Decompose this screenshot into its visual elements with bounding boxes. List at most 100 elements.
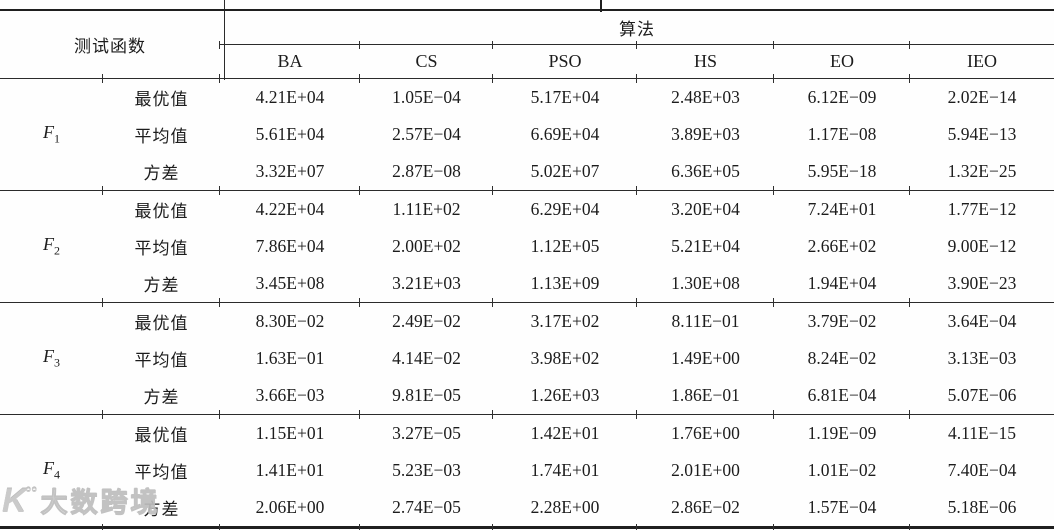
stat-label: 最优值 — [102, 186, 220, 228]
value-cell: 5.94E−13 — [947, 124, 1017, 144]
table-body: F1 最优值 4.21E+04 1.05E−04 5.17E+04 2.48E+03 6.1… — [0, 74, 1054, 530]
table-row: 平均值 7.86E+04 2.00E+02 1.12E+05 5.21E+04 2.66E… — [0, 228, 1054, 265]
stat-label: 方差 — [143, 388, 180, 407]
value-cell: 1.30E+08 — [671, 273, 740, 293]
value-cell: 2.48E+03 — [636, 74, 774, 116]
table-row: F1 最优值 4.21E+04 1.05E−04 5.17E+04 2.48E+03 6.1… — [0, 74, 1054, 191]
value-cell: 6.29E+04 — [492, 186, 637, 228]
table-row: F4 最优值 1.15E+01 3.27E−05 1.42E+01 1.76E+00 1.1… — [0, 410, 1054, 528]
table-row: F2 最优值 4.22E+04 1.11E+02 6.29E+04 3.20E+04 7.2… — [0, 186, 1054, 303]
value-cell: 1.15E+01 — [219, 410, 360, 452]
value-cell: 5.21E+04 — [671, 236, 740, 256]
value-cell: 1.41E+01 — [255, 460, 325, 480]
value-cell: 5.17E+04 — [492, 74, 637, 116]
stat-label: 最优值 — [102, 298, 220, 340]
value-cell: 1.94E+04 — [807, 273, 877, 293]
value-cell: 1.74E+01 — [530, 460, 600, 480]
value-cell: 5.61E+04 — [255, 124, 325, 144]
stat-label: 方差 — [143, 276, 180, 295]
value-cell: 3.17E+02 — [492, 298, 637, 340]
value-cell: 8.24E−02 — [807, 348, 877, 368]
value-cell: 2.74E−05 — [359, 489, 493, 530]
watermark: K°° 大数跨境 — [2, 481, 161, 520]
value-cell: 9.00E−12 — [947, 236, 1017, 256]
value-cell: 1.26E+03 — [530, 385, 600, 405]
value-cell: 3.27E−05 — [359, 410, 493, 452]
stat-label: 方差 — [143, 164, 180, 183]
stat-label: 最优值 — [102, 74, 220, 116]
value-cell: 2.28E+00 — [492, 489, 637, 530]
watermark-logo-icon: K°° — [2, 481, 37, 520]
value-cell: 2.00E+02 — [392, 236, 461, 256]
value-cell: 3.79E−02 — [773, 298, 910, 340]
value-cell: 5.18E−06 — [909, 489, 1054, 530]
value-cell: 3.13E−03 — [947, 348, 1017, 368]
top-edge-tick — [600, 0, 602, 12]
value-cell: 7.24E+01 — [773, 186, 910, 228]
value-cell: 2.86E−02 — [636, 489, 774, 530]
value-cell: 4.11E−15 — [909, 410, 1054, 452]
value-cell: 1.17E−08 — [807, 124, 877, 144]
value-cell: 1.12E+05 — [530, 236, 600, 256]
function-subscript: 3 — [54, 355, 60, 370]
stat-label: 方差 — [102, 489, 220, 530]
function-symbol: F — [43, 458, 54, 479]
column-header-hs: HS — [636, 40, 774, 79]
results-table: 测试函数 算法 BA CS PSO HS EO IEO F1 最优值 4.21E+0… — [0, 9, 1054, 530]
function-subscript: 2 — [54, 243, 60, 258]
stat-label: 最优值 — [102, 410, 220, 452]
value-cell: 1.13E+09 — [530, 273, 600, 293]
column-header-cs: CS — [359, 40, 493, 79]
value-cell: 4.14E−02 — [392, 348, 461, 368]
value-cell: 5.02E+07 — [530, 161, 600, 181]
value-cell: 3.45E+08 — [255, 273, 325, 293]
value-cell: 9.81E−05 — [392, 385, 461, 405]
column-header-pso: PSO — [492, 40, 637, 79]
function-symbol: F — [43, 234, 54, 255]
value-cell: 2.87E−08 — [392, 161, 461, 181]
table-row: 平均值 5.61E+04 2.57E−04 6.69E+04 3.89E+03 1.17E… — [0, 116, 1054, 153]
value-cell: 6.36E+05 — [671, 161, 740, 181]
value-cell: 1.86E−01 — [671, 385, 740, 405]
column-header-ieo: IEO — [909, 40, 1054, 79]
value-cell: 3.32E+07 — [255, 161, 325, 181]
function-label: F3 — [0, 302, 103, 415]
function-label: F4 — [0, 414, 103, 528]
table-row: F3 最优值 8.30E−02 2.49E−02 3.17E+02 8.11E−01 3.7… — [0, 298, 1054, 415]
value-cell: 2.49E−02 — [359, 298, 493, 340]
value-cell: 5.95E−18 — [807, 161, 877, 181]
value-cell: 1.11E+02 — [359, 186, 493, 228]
value-cell: 1.57E−04 — [773, 489, 910, 530]
value-cell: 8.30E−02 — [219, 298, 360, 340]
stat-label: 平均值 — [134, 351, 189, 370]
value-cell: 6.81E−04 — [807, 385, 877, 405]
value-cell: 3.98E+02 — [530, 348, 600, 368]
value-cell: 6.12E−09 — [773, 74, 910, 116]
value-cell: 7.86E+04 — [255, 236, 325, 256]
table-row: 方差 3.66E−03 9.81E−05 1.26E+03 1.86E−01 6.81E−… — [0, 377, 1054, 415]
value-cell: 8.11E−01 — [636, 298, 774, 340]
stat-label: 平均值 — [134, 127, 189, 146]
table-row: 方差 3.32E+07 2.87E−08 5.02E+07 6.36E+05 5.95E−… — [0, 153, 1054, 191]
stat-label: 平均值 — [134, 239, 189, 258]
value-cell: 1.05E−04 — [359, 74, 493, 116]
column-header-test-function: 测试函数 — [0, 10, 220, 79]
value-cell: 3.90E−23 — [947, 273, 1017, 293]
column-header-ba: BA — [219, 40, 360, 79]
value-cell: 5.07E−06 — [947, 385, 1017, 405]
value-cell: 1.77E−12 — [909, 186, 1054, 228]
value-cell: 1.01E−02 — [807, 460, 877, 480]
value-cell: 1.49E+00 — [671, 348, 740, 368]
value-cell: 1.63E−01 — [255, 348, 325, 368]
value-cell: 7.40E−04 — [947, 460, 1017, 480]
value-cell: 4.21E+04 — [219, 74, 360, 116]
value-cell: 6.69E+04 — [530, 124, 600, 144]
value-cell: 2.66E+02 — [807, 236, 877, 256]
value-cell: 3.20E+04 — [636, 186, 774, 228]
value-cell: 4.22E+04 — [219, 186, 360, 228]
watermark-text: 大数跨境 — [40, 488, 161, 519]
value-cell: 2.06E+00 — [219, 489, 360, 530]
table-header: 测试函数 算法 BA CS PSO HS EO IEO — [0, 10, 1054, 79]
table-row: 方差 2.06E+00 2.74E−05 2.28E+00 2.86E−02 1.57E−… — [0, 489, 1054, 530]
